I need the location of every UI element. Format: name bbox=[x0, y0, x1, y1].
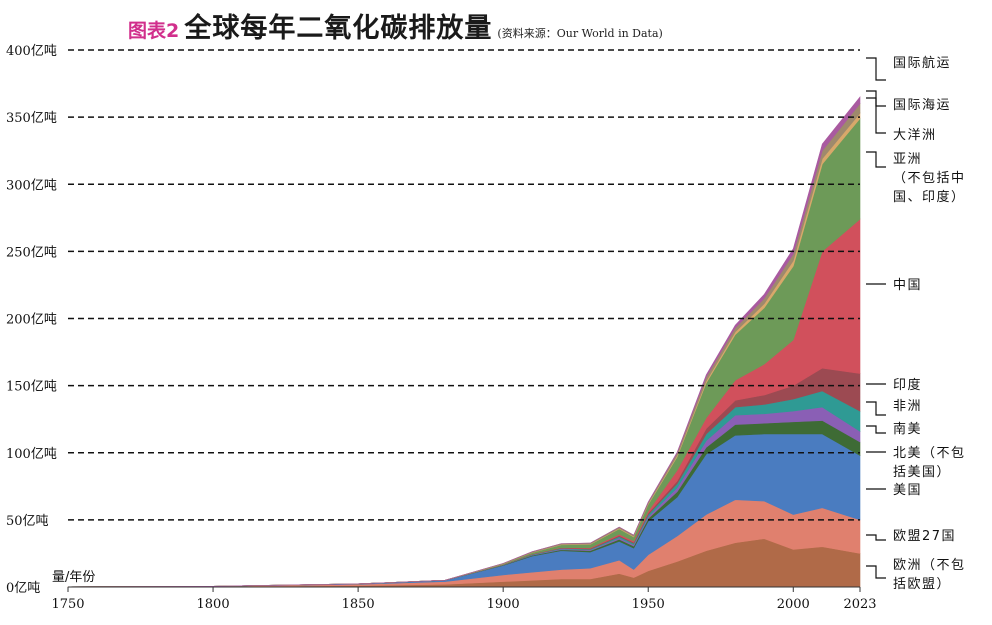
legend-label-10: 美国 bbox=[893, 483, 922, 498]
legend-label-5: 中国 bbox=[893, 278, 922, 293]
y-tick-label-300: 300亿吨 bbox=[6, 178, 57, 193]
x-tick-label-1800: 1800 bbox=[197, 597, 230, 612]
x-tick-label-1750: 1750 bbox=[51, 597, 84, 612]
legend-leader-12 bbox=[866, 565, 886, 579]
legend-label-12-line-2: 括欧盟） bbox=[893, 577, 951, 592]
y-tick-label-100: 100亿吨 bbox=[6, 447, 57, 462]
legend-label-9: 北美（不包 bbox=[893, 446, 966, 461]
x-tick-label-1950: 1950 bbox=[632, 597, 665, 612]
y-tick-label-200: 200亿吨 bbox=[6, 313, 57, 328]
legend-label-4-line-3: 国、印度） bbox=[893, 189, 966, 205]
legend-label-4-line-2: （不包括中 bbox=[893, 171, 966, 186]
y-tick-label-150: 150亿吨 bbox=[6, 380, 57, 395]
legend-leader-11 bbox=[866, 534, 886, 541]
y-tick-label-0: 0亿吨 bbox=[6, 581, 40, 596]
x-tick-label-2023: 2023 bbox=[843, 597, 876, 612]
chart-title: 全球每年二氧化碳排放量 bbox=[184, 13, 493, 44]
x-tick-label-2000: 2000 bbox=[777, 597, 810, 612]
legend-label-1: 国际航运 bbox=[893, 55, 951, 71]
legend-label-9-line-2: 括美国） bbox=[893, 465, 951, 480]
legend-leader-3 bbox=[866, 97, 886, 134]
legend-label-8: 南美 bbox=[893, 421, 922, 437]
chart-header: 图表2 全球每年二氧化碳排放量 (资料来源：Our World in Data) bbox=[128, 6, 663, 45]
x-tick-label-1900: 1900 bbox=[487, 597, 520, 612]
figure-label: 图表2 bbox=[128, 20, 180, 42]
unit-label: 量/年份 bbox=[52, 570, 95, 585]
y-tick-label-350: 350亿吨 bbox=[6, 111, 57, 126]
chart-source: (资料来源：Our World in Data) bbox=[497, 27, 663, 40]
legend-label-12: 欧洲（不包 bbox=[893, 558, 966, 573]
legend-leader-1 bbox=[866, 57, 886, 81]
legend-label-6: 印度 bbox=[893, 377, 922, 393]
legend-leader-4 bbox=[866, 151, 886, 168]
legend-label-2: 国际海运 bbox=[893, 98, 951, 113]
legend-label-11: 欧盟27国 bbox=[893, 529, 956, 544]
area-series-12 bbox=[67, 96, 861, 588]
x-tick-label-1850: 1850 bbox=[342, 597, 375, 612]
legend-label-7: 非洲 bbox=[893, 399, 922, 414]
legend-leader-8 bbox=[866, 425, 886, 434]
legend-leader-7 bbox=[866, 401, 886, 416]
y-tick-label-50: 50亿吨 bbox=[6, 514, 49, 529]
legend-label-4: 亚洲 bbox=[893, 152, 922, 167]
y-tick-label-250: 250亿吨 bbox=[6, 245, 57, 260]
y-tick-label-400: 400亿吨 bbox=[6, 44, 57, 59]
legend-label-3: 大洋洲 bbox=[893, 128, 937, 143]
